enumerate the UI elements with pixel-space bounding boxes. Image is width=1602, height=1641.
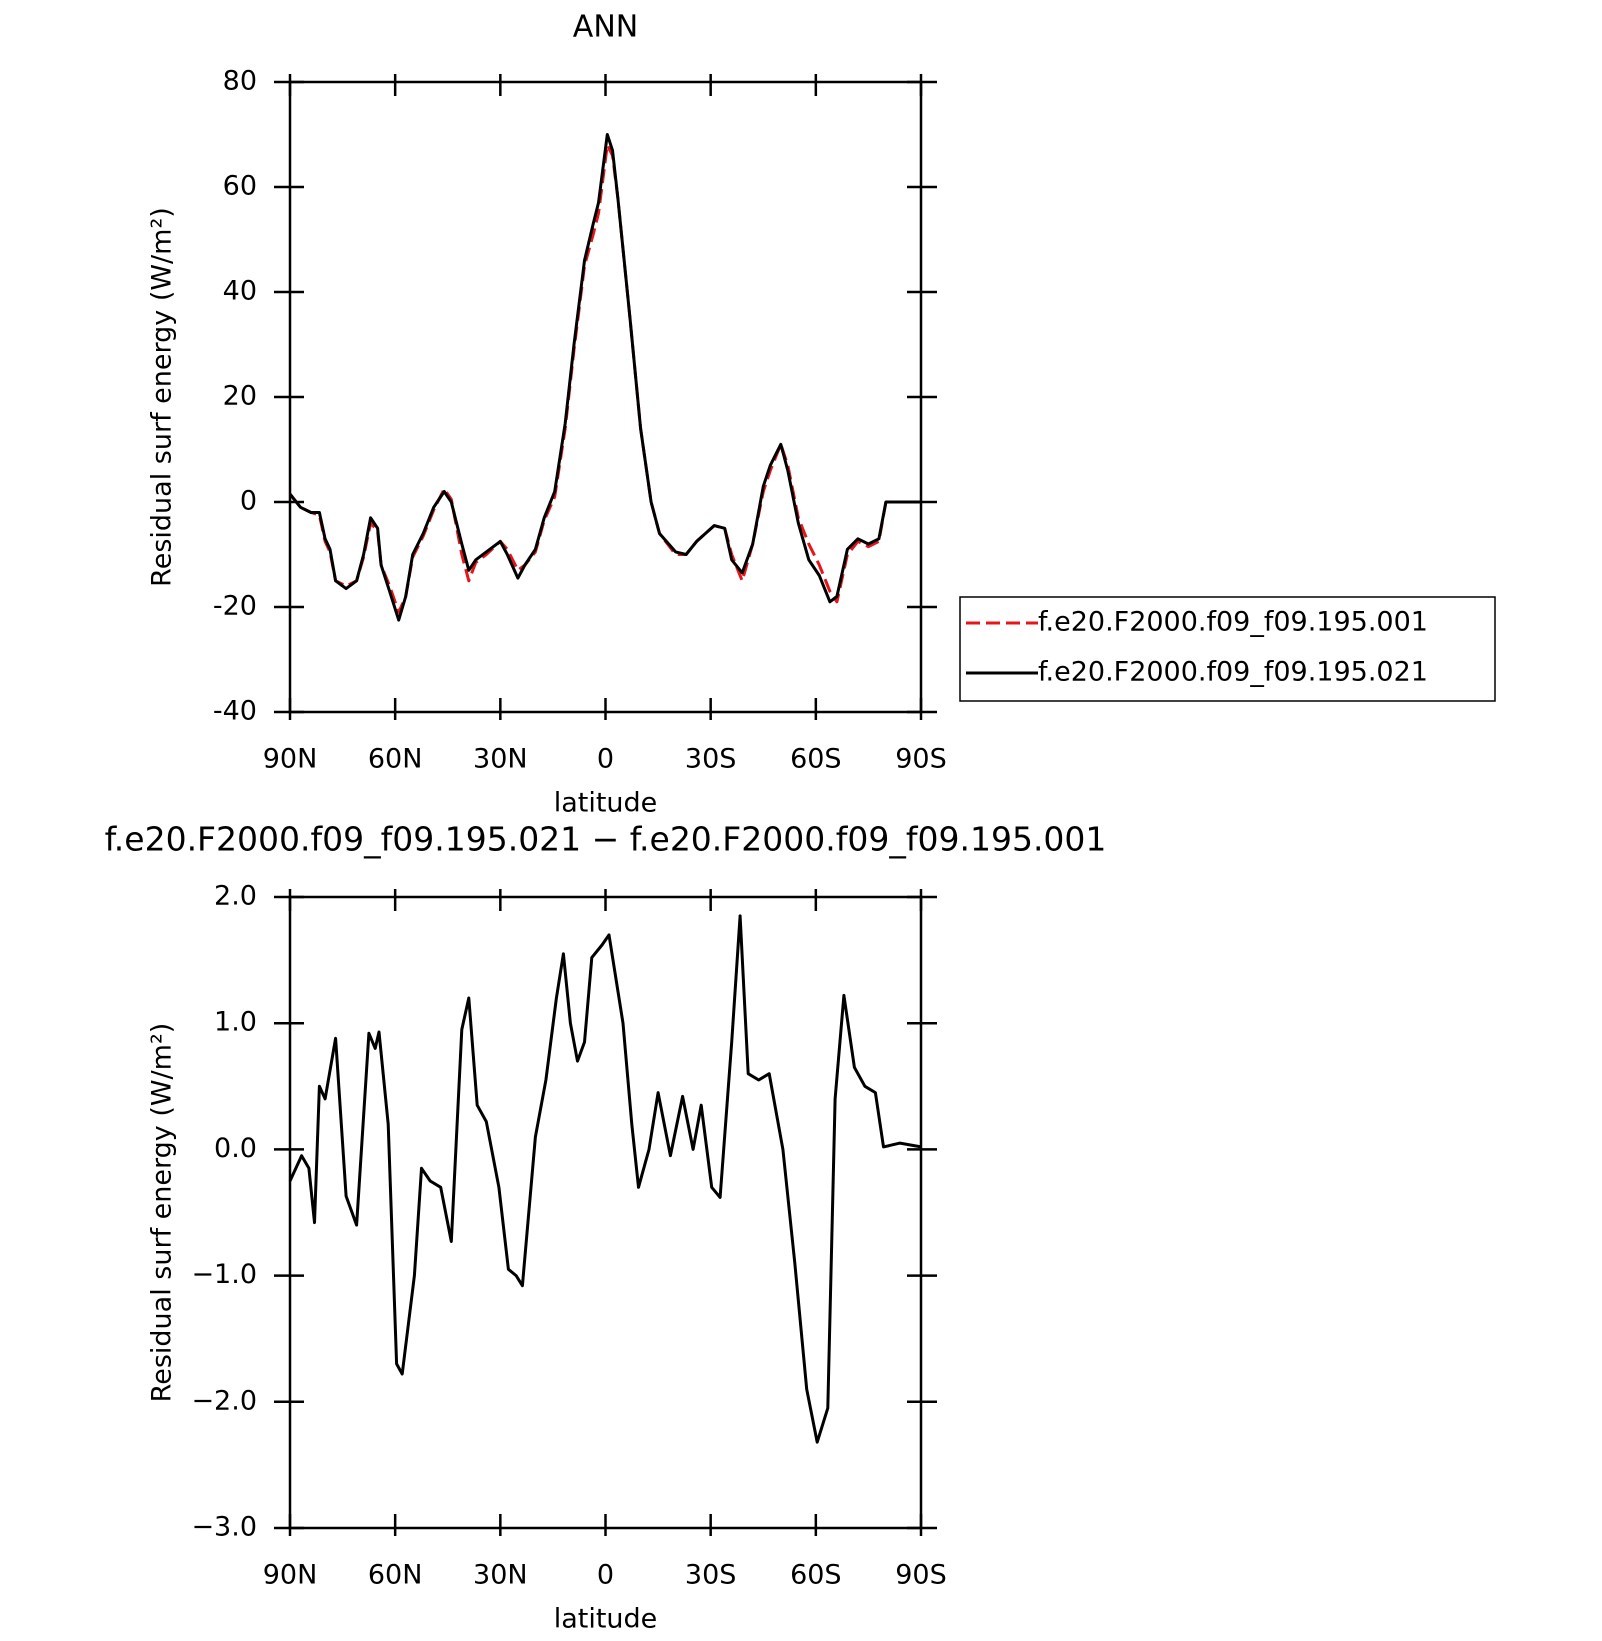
y-tick-label: 40 (223, 276, 257, 307)
y-tick-label: 2.0 (214, 881, 257, 912)
y-tick-label: -20 (213, 591, 257, 622)
data-line (288, 133, 921, 622)
legend-label: f.e20.F2000.f09_f09.195.021 (1038, 657, 1428, 688)
y-tick-label: −1.0 (191, 1259, 257, 1290)
x-tick-label: 0 (597, 1560, 614, 1591)
legend-box (959, 596, 1496, 702)
legend-label: f.e20.F2000.f09_f09.195.001 (1038, 607, 1428, 638)
x-tick-label: 30N (473, 1560, 528, 1591)
y-axis-label: Residual surf energy (W/m²) (147, 1023, 178, 1403)
x-tick-label: 0 (597, 744, 614, 775)
x-tick-label: 60S (790, 744, 842, 775)
y-tick-label: 0.0 (214, 1133, 257, 1164)
y-tick-label: 0 (240, 486, 257, 517)
x-tick-label: 90N (263, 744, 318, 775)
y-tick-label: −3.0 (191, 1512, 257, 1543)
y-tick-label: 20 (223, 381, 257, 412)
y-tick-label: -40 (213, 696, 257, 727)
x-axis-label: latitude (554, 1604, 658, 1635)
y-tick-label: 80 (223, 66, 257, 97)
x-tick-label: 60S (790, 1560, 842, 1591)
x-tick-label: 30N (473, 744, 528, 775)
y-tick-label: 1.0 (214, 1007, 257, 1038)
plot-frame (288, 895, 923, 1530)
y-tick-label: −2.0 (191, 1385, 257, 1416)
data-line (288, 914, 922, 1444)
y-axis-label: Residual surf energy (W/m²) (147, 207, 178, 587)
x-tick-label: 90N (263, 1560, 318, 1591)
x-tick-label: 30S (685, 1560, 737, 1591)
x-tick-label: 90S (895, 1560, 947, 1591)
x-tick-label: 90S (895, 744, 947, 775)
x-tick-label: 30S (685, 744, 737, 775)
data-line (288, 143, 921, 614)
plot-frame (288, 80, 923, 714)
chart-title: f.e20.F2000.f09_f09.195.021 − f.e20.F200… (105, 820, 1107, 859)
chart-title: ANN (573, 10, 638, 45)
x-axis-label: latitude (554, 788, 658, 819)
x-tick-label: 60N (368, 744, 423, 775)
y-tick-label: 60 (223, 171, 257, 202)
x-tick-label: 60N (368, 1560, 423, 1591)
